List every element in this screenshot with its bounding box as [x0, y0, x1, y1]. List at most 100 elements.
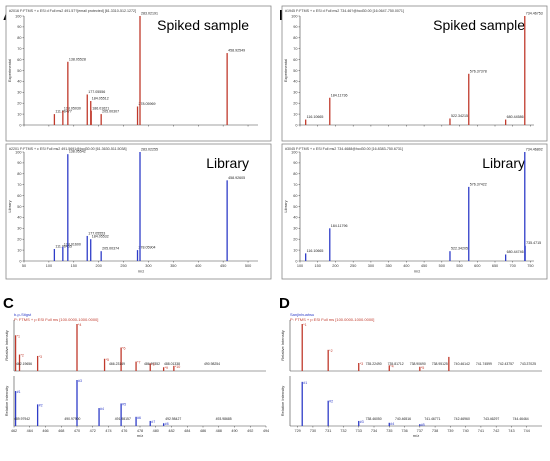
mass-annotation: 735.22490 [366, 362, 382, 366]
mass-annotation: 491.98157 [115, 417, 131, 421]
x-tick-label: 500 [245, 264, 251, 268]
x-tick-label: 729 [294, 429, 300, 433]
x-tick-label: 484 [184, 429, 190, 433]
y-tick-label: 70 [17, 183, 21, 187]
y-tick-label: 80 [17, 36, 21, 40]
peak-label: 735.4715 [526, 241, 541, 245]
y-tick-label: 30 [17, 91, 21, 95]
scan-header: #2201 F:FTMS + c ESI Full ms2 491.5691@h… [9, 147, 127, 151]
y-tick-label: 60 [293, 58, 297, 62]
peak-tag: *2 [21, 354, 24, 358]
x-tick-label: 464 [27, 429, 33, 433]
sample-name: b-p-Stigst [14, 312, 32, 317]
y-tick-label: 0 [295, 123, 297, 127]
y-tick-label: 20 [17, 102, 21, 106]
y-tick-label: 40 [17, 80, 21, 84]
y-tick-label: 100 [291, 150, 297, 154]
y-axis-label: Relative Intensity [280, 330, 285, 360]
x-tick-label: 450 [220, 264, 226, 268]
peak-label: 205.00374 [102, 247, 119, 251]
peak-label: 522.34215 [451, 114, 468, 118]
y-tick-label: 10 [17, 248, 21, 252]
mass-annotation: 735.81712 [388, 362, 404, 366]
peak-label: 116.10665 [307, 249, 324, 253]
x-tick-label: 300 [368, 264, 374, 268]
peak-label: 734.46802 [526, 148, 543, 152]
peak-tag: #2 [39, 403, 43, 407]
y-axis-label: Relative Intensity [4, 330, 9, 360]
y-tick-label: 60 [17, 194, 21, 198]
y-tick-label: 20 [293, 238, 297, 242]
x-tick-label: 476 [121, 429, 127, 433]
panel-b-subplot-0: #1945 F:FTMS + c ESI d Full ms2 734.46?@… [281, 5, 548, 142]
x-tick-label: 470 [74, 429, 80, 433]
x-tick-label: 466 [42, 429, 48, 433]
peak-label: 184.05512 [92, 97, 109, 101]
peak-tag: #3 [360, 420, 364, 424]
y-tick-label: 100 [15, 150, 21, 154]
peak-label: 734.46753 [526, 12, 543, 16]
x-tick-label: 250 [120, 264, 126, 268]
mass-annotation: 489.97942 [14, 417, 30, 421]
peak-label: 278.05904 [139, 246, 156, 250]
panel-a-subplot-1: #2201 F:FTMS + c ESI Full ms2 491.5691@h… [5, 143, 272, 280]
peak-label: 680.44746 [507, 250, 524, 254]
y-axis-label: Experimental [283, 59, 288, 82]
x-axis-label: m/z [414, 269, 420, 274]
peak-tag: #4 [100, 407, 104, 411]
y-axis-label: Relative Intensity [280, 386, 285, 416]
x-tick-label: 400 [195, 264, 201, 268]
y-tick-label: 10 [293, 112, 297, 116]
x-tick-label: 400 [403, 264, 409, 268]
x-tick-label: 478 [137, 429, 143, 433]
mass-annotation: 741.46771 [424, 417, 440, 421]
x-tick-label: 737 [417, 429, 423, 433]
x-tick-label: 740 [462, 429, 468, 433]
x-tick-label: 482 [168, 429, 174, 433]
peak-label: 184.05532 [92, 235, 109, 239]
peak-tag: *10 [175, 365, 180, 369]
panel-a-subplot-0: #2016 F:FTMS + c ESI d Full ms2 491.57?[… [5, 5, 272, 142]
peak-label: 278.05969 [139, 102, 156, 106]
x-tick-label: 732 [340, 429, 346, 433]
peak-label: 111.06477 [55, 110, 71, 114]
peak-tag: *4 [78, 323, 81, 327]
peak-tag: *5 [106, 358, 109, 362]
x-tick-label: 486 [200, 429, 206, 433]
subplot-title: Spiked sample [433, 17, 525, 33]
mass-annotation: 742.43757 [498, 362, 514, 366]
peak-tag: #8 [165, 422, 169, 426]
peak-tag: *6 [122, 347, 125, 351]
peak-tag: #1 [17, 390, 21, 394]
x-tick-label: 736 [401, 429, 407, 433]
peak-tag: *1 [303, 323, 306, 327]
scan-header: #3045 F:FTMS + c ESI Full ms2 734.4688@h… [285, 147, 403, 151]
peak-tag: *4 [390, 364, 393, 368]
x-axis-label: m/z [138, 269, 144, 274]
mass-annotation: 492.98427 [165, 417, 181, 421]
y-tick-label: 40 [293, 216, 297, 220]
peak-label: 283.02255 [141, 148, 158, 152]
x-tick-label: 350 [385, 264, 391, 268]
x-tick-label: 350 [170, 264, 176, 268]
y-tick-label: 70 [293, 183, 297, 187]
x-tick-label: 462 [11, 429, 17, 433]
y-tick-label: 30 [293, 227, 297, 231]
isotope-subplot-0: Relative Intensity *1*2 *3*4*5*6*7 *8*9 *104… [4, 320, 266, 372]
scan-header: #1945 F:FTMS + c ESI d Full ms2 734.46?@… [285, 9, 404, 13]
y-tick-label: 10 [17, 112, 21, 116]
mass-annotation: 744.46464 [513, 417, 529, 421]
peak-label: 458.92605 [228, 176, 245, 180]
x-tick-label: 468 [58, 429, 64, 433]
peak-label: 576.37378 [470, 69, 487, 73]
peak-tag: #5 [122, 402, 126, 406]
x-tick-label: 500 [439, 264, 445, 268]
peak-label: 177.05553 [88, 231, 105, 235]
peak-tag: *5 [421, 366, 424, 370]
x-tick-label: 100 [46, 264, 52, 268]
mass-annotation: 738.46050 [366, 417, 382, 421]
chart-panels: #2016 F:FTMS + c ESI d Full ms2 491.57?[… [4, 5, 548, 438]
mass-annotation: 462.19656 [16, 362, 32, 366]
mass-annotation: 738.90690 [410, 362, 426, 366]
